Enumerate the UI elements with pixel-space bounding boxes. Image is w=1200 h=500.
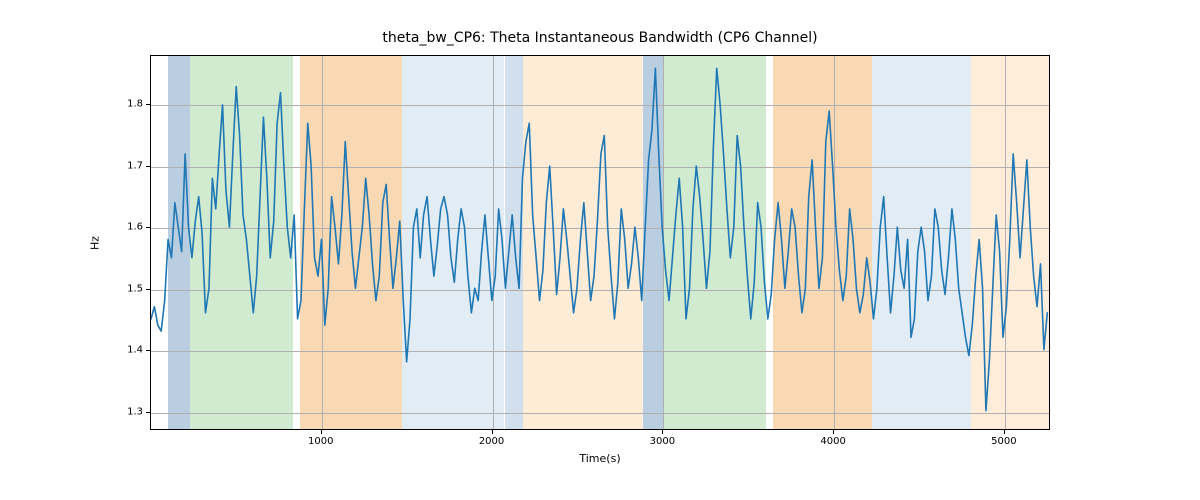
chart-title: theta_bw_CP6: Theta Instantaneous Bandwi… bbox=[0, 30, 1200, 46]
line-series-svg bbox=[151, 56, 1049, 429]
xtick-label: 1000 bbox=[308, 436, 333, 447]
figure: theta_bw_CP6: Theta Instantaneous Bandwi… bbox=[0, 0, 1200, 500]
ytick-mark bbox=[146, 227, 150, 228]
ytick-mark bbox=[146, 289, 150, 290]
ytick-label: 1.3 bbox=[115, 406, 143, 417]
x-axis-label: Time(s) bbox=[150, 452, 1050, 465]
xtick-label: 5000 bbox=[991, 436, 1016, 447]
xtick-mark bbox=[1004, 430, 1005, 434]
ytick-label: 1.6 bbox=[115, 222, 143, 233]
xtick-label: 3000 bbox=[650, 436, 675, 447]
ytick-label: 1.4 bbox=[115, 345, 143, 356]
ytick-label: 1.5 bbox=[115, 283, 143, 294]
ytick-mark bbox=[146, 104, 150, 105]
xtick-mark bbox=[321, 430, 322, 434]
ytick-mark bbox=[146, 166, 150, 167]
ytick-label: 1.8 bbox=[115, 99, 143, 110]
ytick-mark bbox=[146, 350, 150, 351]
ytick-mark bbox=[146, 412, 150, 413]
xtick-mark bbox=[662, 430, 663, 434]
ytick-label: 1.7 bbox=[115, 160, 143, 171]
xtick-mark bbox=[833, 430, 834, 434]
xtick-label: 4000 bbox=[820, 436, 845, 447]
y-axis-label: Hz bbox=[89, 235, 102, 249]
chart-axes bbox=[150, 55, 1050, 430]
xtick-mark bbox=[492, 430, 493, 434]
xtick-label: 2000 bbox=[479, 436, 504, 447]
line-series bbox=[151, 68, 1047, 410]
